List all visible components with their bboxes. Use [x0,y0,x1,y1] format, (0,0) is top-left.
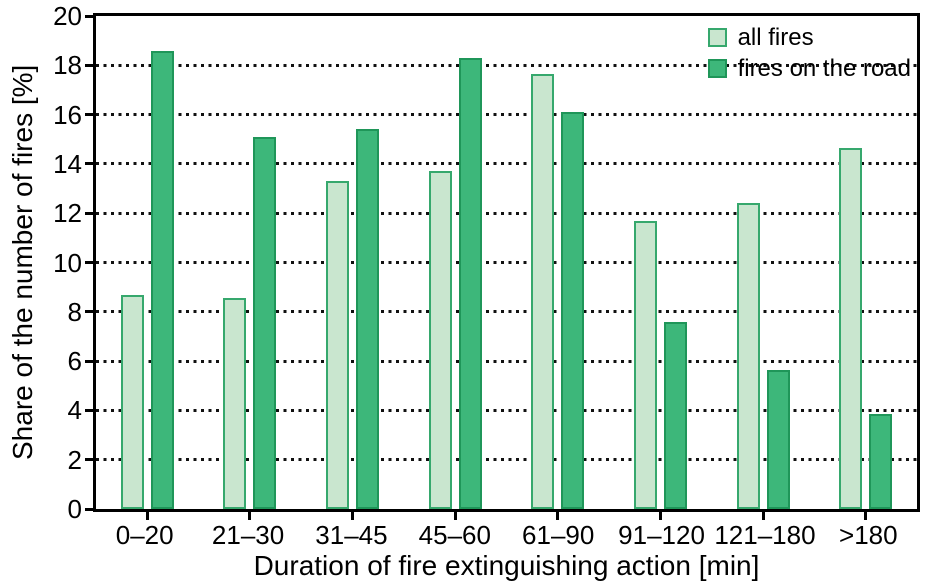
bar [223,298,247,509]
bars-layer [96,16,917,509]
y-tick-label-18: 18 [53,50,82,81]
bar [531,73,555,509]
y-tick-2 [85,458,94,462]
legend-label: fires on the road [737,54,911,82]
bar [356,129,380,509]
gridlines-layer [96,16,917,509]
bar-group-4 [404,16,507,509]
bar-group-6 [609,16,712,509]
bar-group-5 [507,16,610,509]
gridline-y-8 [96,310,917,314]
legend-swatch-icon [707,28,727,48]
bar [150,50,174,509]
legend-label: all fires [737,24,814,51]
bar-group-2 [199,16,302,509]
y-tick-16 [85,113,94,117]
x-tick-label-8: >180 [839,520,898,550]
bar [458,57,482,509]
x-axis-tick-labels: 0–20 21–30 31–45 45–60 61–90 91–120 121–180 >18… [93,521,920,550]
bar [633,220,657,509]
x-tick-label-7: 121–180 [714,520,816,550]
y-tick-label-20: 20 [53,1,82,31]
bar [839,147,863,509]
y-tick-14 [85,162,94,166]
x-tick-label-6: 91–120 [618,520,705,550]
y-tick-label-10: 10 [53,247,82,278]
bar [561,112,585,509]
x-tick-label-3: 31–45 [315,520,388,550]
x-tick-3 [351,511,355,520]
legend-swatch-icon [707,58,727,78]
y-tick-20 [85,14,94,18]
x-tick-label-5: 61–90 [522,520,595,550]
legend-item-1: all fires [707,24,911,52]
y-tick-label-2: 2 [67,444,82,475]
bar-group-7 [712,16,815,509]
x-tick-2 [248,511,252,520]
bar [663,321,687,509]
gridline-y-2 [96,458,917,462]
legend: all fires fires on the road [707,24,911,83]
bar-group-1 [96,16,199,509]
gridline-y-12 [96,211,917,215]
y-tick-label-16: 16 [53,99,82,130]
x-tick-5 [556,511,560,520]
x-tick-8 [864,511,868,520]
bar [120,294,144,509]
gridline-y-18 [96,63,917,67]
y-tick-label-4: 4 [67,395,82,426]
x-tick-4 [453,511,457,520]
bar-group-8 [814,16,917,509]
bar [253,136,277,509]
x-tick-label-2: 21–30 [211,520,285,550]
bar-group-3 [301,16,404,509]
bar [766,369,790,509]
bar [428,171,452,509]
bar [869,414,893,509]
gridline-y-16 [96,113,917,117]
y-tick-label-0: 0 [67,494,82,524]
x-tick-label-1: 0–20 [115,520,174,550]
y-tick-label-6: 6 [67,346,82,377]
x-axis-title: Duration of fire extinguishing action [m… [253,550,760,581]
gridline-y-4 [96,408,917,412]
y-tick-label-14: 14 [53,148,82,179]
bar [326,181,350,509]
y-tick-label-12: 12 [53,198,82,229]
y-tick-0 [85,507,94,511]
y-tick-12 [85,211,94,215]
y-tick-label-8: 8 [67,296,82,327]
plot-area: all fires fires on the road 0 2 4 6 8 10 12 14 16… [53,3,920,522]
y-tick-6 [85,359,94,363]
bar [736,203,760,509]
gridline-y-6 [96,359,917,363]
gridline-y-10 [96,261,917,264]
x-tick-7 [761,511,765,520]
legend-item-2: fires on the road [707,54,911,83]
x-tick-1 [145,511,149,520]
y-tick-10 [85,261,94,264]
y-tick-18 [85,63,94,67]
x-tick-label-4: 45–60 [418,520,491,550]
y-tick-8 [85,310,94,314]
x-tick-6 [658,511,662,520]
y-tick-4 [85,408,94,412]
gridline-y-14 [96,162,917,166]
